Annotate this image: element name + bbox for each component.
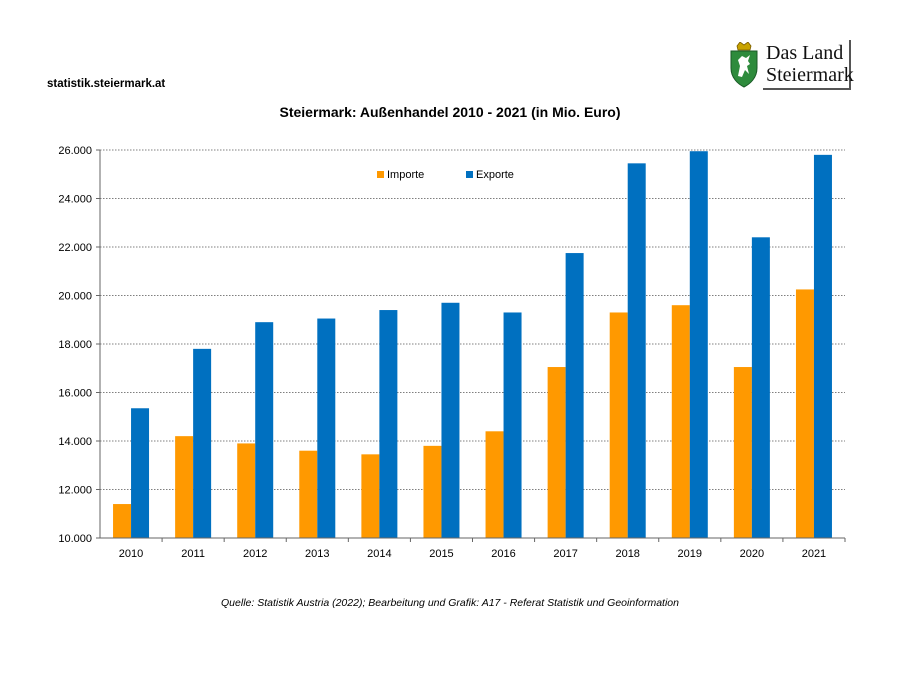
bar-importe-2016 — [485, 431, 504, 538]
chart-title: Steiermark: Außenhandel 2010 - 2021 (in … — [279, 104, 621, 120]
bar-exporte-2014 — [379, 310, 398, 538]
bar-exporte-2020 — [751, 237, 770, 539]
y-tick-label: 22.000 — [58, 242, 92, 254]
legend-swatch-exporte — [466, 171, 473, 178]
y-tick-label: 14.000 — [58, 436, 92, 448]
bar-importe-2019 — [671, 305, 690, 538]
bar-exporte-2013 — [317, 318, 336, 538]
source-note: Quelle: Statistik Austria (2022); Bearbe… — [221, 597, 679, 609]
bar-importe-2012 — [237, 443, 256, 538]
bar-exporte-2016 — [503, 312, 522, 538]
x-tick-label: 2020 — [740, 548, 764, 560]
x-tick-label: 2012 — [243, 548, 267, 560]
y-tick-label: 12.000 — [58, 485, 92, 497]
land-steiermark-logo: Das Land Steiermark — [729, 40, 854, 92]
bar-importe-2010 — [113, 504, 132, 538]
gridlines — [100, 149, 845, 490]
bar-exporte-2015 — [441, 302, 460, 538]
x-tick-label: 2018 — [615, 548, 639, 560]
legend: Importe Exporte — [377, 169, 514, 181]
bar-exporte-2012 — [255, 322, 274, 538]
x-tick-label: 2017 — [553, 548, 577, 560]
logo-line-2: Steiermark — [766, 64, 854, 86]
y-tick-label: 10.000 — [58, 533, 92, 545]
y-tick-label: 20.000 — [58, 291, 92, 303]
x-tick-label: 2019 — [678, 548, 702, 560]
bar-importe-2014 — [361, 454, 380, 538]
bar-exporte-2017 — [565, 253, 584, 538]
bar-importe-2013 — [299, 450, 318, 538]
y-axis-tick-labels: 10.000 12.000 14.000 16.000 18.000 20.000 22.0… — [58, 145, 92, 545]
legend-label-importe: Importe — [387, 169, 424, 181]
x-tick-label: 2016 — [491, 548, 515, 560]
y-tick-label: 26.000 — [58, 145, 92, 157]
bar-importe-2017 — [547, 367, 566, 538]
x-tick-label: 2015 — [429, 548, 453, 560]
y-tick-label: 24.000 — [58, 194, 92, 206]
bar-importe-2020 — [733, 367, 752, 538]
x-tick-label: 2021 — [802, 548, 826, 560]
steiermark-coat-of-arms-icon — [730, 42, 758, 88]
bar-exporte-2018 — [627, 163, 646, 538]
bar-importe-2018 — [609, 312, 628, 538]
bar-importe-2011 — [175, 436, 194, 538]
legend-swatch-importe — [377, 171, 384, 178]
axes — [96, 149, 846, 542]
x-axis-tick-labels: 2010 2011 2012 2013 2014 2015 2016 2017 2018 2019… — [119, 548, 826, 560]
x-tick-label: 2010 — [119, 548, 143, 560]
source-url: statistik.steiermark.at — [47, 78, 166, 90]
legend-label-exporte: Exporte — [476, 169, 514, 181]
x-tick-label: 2013 — [305, 548, 329, 560]
logo-line-1: Das Land — [766, 42, 844, 64]
bar-exporte-2011 — [193, 348, 212, 538]
bar-importe-2021 — [795, 289, 814, 538]
bar-importe-2015 — [423, 445, 442, 538]
logo-wordmark: Das Land Steiermark — [763, 40, 854, 90]
bar-exporte-2019 — [689, 151, 708, 538]
x-tick-label: 2014 — [367, 548, 391, 560]
x-tick-label: 2011 — [181, 548, 205, 560]
bar-exporte-2021 — [813, 154, 832, 538]
bar-exporte-2010 — [131, 408, 150, 538]
y-tick-label: 16.000 — [58, 388, 92, 400]
bar-series — [113, 151, 832, 539]
y-tick-label: 18.000 — [58, 339, 92, 351]
